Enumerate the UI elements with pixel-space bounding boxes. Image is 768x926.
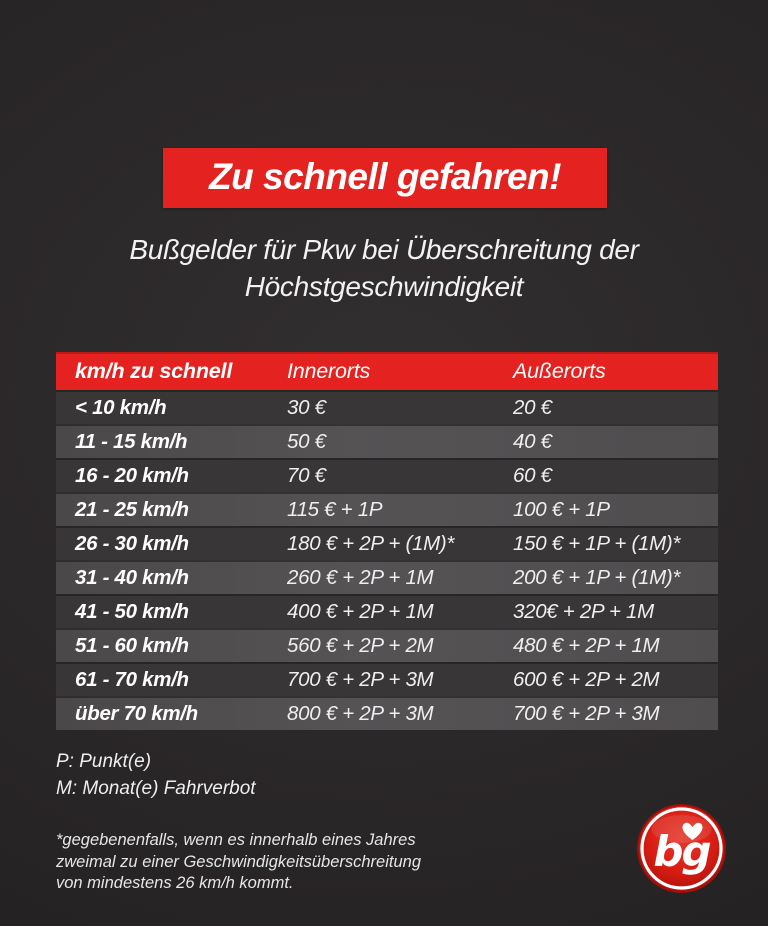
innerorts-cell: 115 € + 1P: [287, 498, 383, 521]
ausserorts-cell: 40 €: [513, 430, 552, 453]
legend-months: M: Monat(e) Fahrverbot: [56, 778, 256, 799]
subtitle: Bußgelder für Pkw bei Überschreitung der…: [0, 231, 768, 305]
speed-range-cell: 51 - 60 km/h: [75, 634, 189, 657]
speed-range-cell: 21 - 25 km/h: [75, 498, 189, 521]
logo-circle: [639, 806, 724, 891]
ausserorts-cell: 700 € + 2P + 3M: [513, 702, 660, 725]
innerorts-cell: 50 €: [287, 430, 326, 453]
table-row: 61 - 70 km/h 700 € + 2P + 3M 600 € + 2P …: [56, 662, 718, 696]
subtitle-line-2: Höchstgeschwindigkeit: [244, 271, 524, 302]
footnote-line-2: zweimal zu einer Geschwindigkeitsübersch…: [56, 852, 422, 871]
innerorts-cell: 700 € + 2P + 3M: [287, 668, 434, 691]
table-row: 31 - 40 km/h 260 € + 2P + 1M 200 € + 1P …: [56, 560, 718, 594]
table-row: 41 - 50 km/h 400 € + 2P + 1M 320€ + 2P +…: [56, 594, 718, 628]
ausserorts-cell: 600 € + 2P + 2M: [513, 668, 660, 691]
innerorts-cell: 800 € + 2P + 3M: [287, 702, 434, 725]
page-title: Zu schnell gefahren!: [209, 155, 561, 197]
ausserorts-cell: 150 € + 1P + (1M)*: [513, 532, 681, 555]
column-header-innerorts: Innerorts: [287, 358, 371, 383]
innerorts-cell: 30 €: [287, 396, 326, 419]
table-row: 21 - 25 km/h 115 € + 1P 100 € + 1P: [56, 492, 718, 526]
table-row: 11 - 15 km/h 50 € 40 €: [56, 424, 718, 458]
ausserorts-cell: 320€ + 2P + 1M: [513, 600, 654, 623]
speed-range-cell: 61 - 70 km/h: [75, 668, 189, 691]
subtitle-line-1: Bußgelder für Pkw bei Überschreitung der: [129, 234, 639, 265]
logo-letters: bg: [653, 827, 710, 876]
innerorts-cell: 70 €: [287, 464, 326, 487]
speed-range-cell: 26 - 30 km/h: [75, 532, 189, 555]
logo-graphic: bg: [637, 804, 726, 893]
ausserorts-cell: 20 €: [513, 396, 552, 419]
fines-table: km/h zu schnell Innerorts Außerorts < 10…: [56, 352, 718, 730]
footnote-line-3: von mindestens 26 km/h kommt.: [56, 874, 294, 892]
table-row: < 10 km/h 30 € 20 €: [56, 390, 718, 424]
ausserorts-cell: 60 €: [513, 464, 552, 487]
legend-points: P: Punkt(e): [56, 751, 152, 772]
ausserorts-cell: 100 € + 1P: [513, 498, 610, 521]
innerorts-cell: 400 € + 2P + 1M: [287, 600, 434, 623]
innerorts-cell: 560 € + 2P + 2M: [287, 634, 434, 657]
innerorts-cell: 180 € + 2P + (1M)*: [287, 532, 455, 555]
speed-range-cell: 31 - 40 km/h: [75, 566, 189, 589]
column-header-speed: km/h zu schnell: [75, 358, 233, 383]
footnote: *gegebenenfalls, wenn es innerhalb eines…: [56, 830, 421, 895]
speed-range-cell: 41 - 50 km/h: [75, 600, 189, 623]
innerorts-cell: 260 € + 2P + 1M: [287, 566, 434, 589]
speed-range-cell: über 70 km/h: [75, 702, 198, 725]
legend: P: Punkt(e) M: Monat(e) Fahrverbot: [56, 748, 256, 802]
speed-range-cell: < 10 km/h: [75, 396, 167, 419]
speed-range-cell: 11 - 15 km/h: [75, 430, 188, 453]
ausserorts-cell: 480 € + 2P + 1M: [513, 634, 660, 657]
table-row: 26 - 30 km/h 180 € + 2P + (1M)* 150 € + …: [56, 526, 718, 560]
table-row: 51 - 60 km/h 560 € + 2P + 2M 480 € + 2P …: [56, 628, 718, 662]
bg-logo: bg: [636, 803, 727, 894]
title-banner: Zu schnell gefahren!: [163, 148, 607, 208]
table-row: 16 - 20 km/h 70 € 60 €: [56, 458, 718, 492]
table-header: km/h zu schnell Innerorts Außerorts: [56, 352, 718, 390]
column-header-ausserorts: Außerorts: [513, 358, 606, 383]
ausserorts-cell: 200 € + 1P + (1M)*: [513, 566, 681, 589]
speed-range-cell: 16 - 20 km/h: [75, 464, 189, 487]
table-row: über 70 km/h 800 € + 2P + 3M 700 € + 2P …: [56, 696, 718, 730]
heart-icon: [682, 822, 703, 840]
footnote-line-1: *gegebenenfalls, wenn es innerhalb eines…: [56, 831, 416, 849]
logo-ring: [640, 807, 723, 890]
